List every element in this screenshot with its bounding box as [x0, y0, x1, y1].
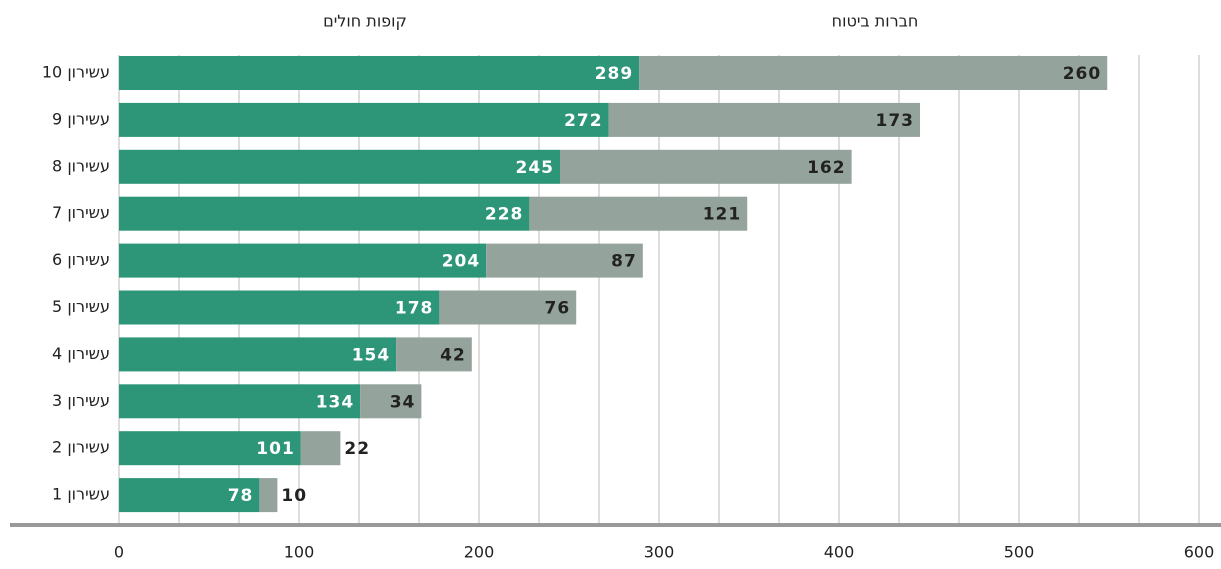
value-label: 272: [564, 111, 603, 131]
y-tick-label: עשירון 7: [52, 203, 110, 222]
value-label: 76: [545, 299, 571, 319]
x-tick-label: 400: [824, 543, 855, 562]
value-label: 154: [352, 345, 391, 365]
bar: [608, 102, 920, 137]
value-label: 78: [228, 486, 254, 506]
x-tick-label: 0: [114, 543, 124, 562]
y-tick-label: עשירון 3: [52, 391, 110, 410]
y-tick-label: עשירון 4: [52, 344, 110, 363]
value-label: 42: [440, 345, 466, 365]
value-label: 178: [395, 299, 434, 319]
value-label: 101: [256, 439, 295, 459]
bar: [119, 431, 301, 466]
bar: [119, 337, 397, 372]
bar: [119, 196, 530, 231]
bar: [119, 478, 260, 513]
bar: [119, 243, 487, 278]
bar: [119, 290, 440, 325]
bar: [119, 149, 560, 184]
bar: [119, 102, 609, 137]
bar: [259, 478, 278, 513]
bar: [396, 337, 472, 372]
bar: [360, 384, 422, 419]
value-label: 22: [344, 439, 370, 459]
value-label: 134: [316, 392, 355, 412]
value-label: 173: [876, 111, 915, 131]
x-tick-label: 300: [644, 543, 675, 562]
x-tick-label: 200: [464, 543, 495, 562]
bar: [119, 384, 361, 419]
bar: [529, 196, 748, 231]
y-tick-label: עשירון 6: [52, 250, 110, 269]
value-label: 121: [703, 205, 742, 225]
y-tick-label: עשירון 5: [52, 297, 110, 316]
bar: [300, 431, 341, 466]
value-label: 228: [485, 205, 524, 225]
bar: [560, 149, 852, 184]
legend-label: חברות ביטוח: [832, 12, 919, 31]
x-tick-label: 100: [284, 543, 315, 562]
value-label: 10: [281, 486, 307, 506]
bar: [486, 243, 643, 278]
x-tick-label: 600: [1184, 543, 1215, 562]
x-tick-label: 500: [1004, 543, 1035, 562]
y-tick-label: עשירון 1: [52, 485, 110, 504]
bar: [639, 56, 1108, 90]
value-label: 34: [390, 392, 416, 412]
value-label: 260: [1063, 64, 1102, 84]
value-label: 245: [516, 158, 555, 178]
legend-label: קופות חולים: [323, 12, 407, 31]
bar: [119, 56, 640, 90]
y-tick-label: עשירון 8: [52, 156, 110, 175]
value-label: 289: [595, 64, 634, 84]
y-tick-label: עשירון 10: [42, 63, 110, 82]
y-tick-label: עשירון 2: [52, 438, 110, 457]
value-label: 87: [611, 252, 637, 272]
bar: [439, 290, 577, 325]
y-tick-label: עשירון 9: [52, 109, 110, 128]
value-label: 162: [807, 158, 846, 178]
value-label: 204: [442, 252, 481, 272]
